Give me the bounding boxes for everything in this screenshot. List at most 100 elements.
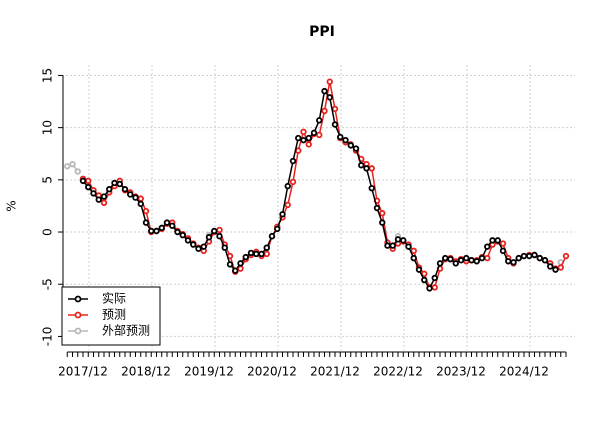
data-point — [85, 177, 92, 185]
data-point — [547, 263, 554, 270]
data-point — [405, 243, 412, 250]
data-point — [505, 258, 512, 265]
data-point — [284, 201, 291, 209]
data-point — [316, 117, 323, 124]
data-point — [389, 242, 396, 249]
data-point — [274, 225, 281, 233]
data-point — [536, 254, 543, 262]
data-point — [116, 180, 123, 188]
data-point — [232, 267, 239, 274]
x-tick-label: 2023/12 — [436, 365, 486, 379]
data-point — [358, 162, 365, 169]
data-point — [169, 222, 176, 229]
data-point — [100, 193, 108, 200]
data-point — [163, 219, 171, 226]
data-point — [100, 199, 108, 207]
data-point — [127, 191, 134, 198]
data-point — [400, 237, 407, 244]
y-axis-label: % — [5, 200, 19, 211]
data-point — [363, 165, 370, 172]
data-point — [247, 249, 255, 257]
data-point — [478, 254, 486, 262]
data-point — [216, 226, 223, 234]
data-point — [321, 87, 328, 95]
x-tick-label: 2018/12 — [121, 365, 171, 379]
data-point — [289, 157, 297, 165]
data-point — [520, 252, 528, 260]
data-point — [499, 240, 507, 247]
data-point — [421, 276, 428, 284]
data-point — [148, 227, 155, 235]
data-point — [137, 200, 144, 208]
data-point — [263, 244, 270, 251]
data-point — [184, 237, 192, 244]
data-point — [473, 258, 480, 265]
x-tick-label: 2024/12 — [499, 365, 549, 379]
data-point — [237, 260, 244, 267]
data-point — [268, 233, 276, 240]
data-point — [484, 254, 491, 262]
data-point — [295, 134, 302, 142]
data-point — [205, 234, 213, 241]
data-point — [190, 241, 197, 248]
data-point — [179, 231, 186, 239]
data-point — [552, 266, 559, 273]
data-point — [300, 136, 307, 144]
data-point — [426, 285, 433, 292]
y-tick-label: 15 — [41, 68, 55, 83]
data-point — [74, 168, 81, 175]
data-point — [284, 182, 291, 190]
data-point — [337, 133, 344, 141]
x-tick-label: 2022/12 — [373, 365, 423, 379]
data-point — [310, 129, 318, 137]
legend-label: 预测 — [102, 308, 126, 322]
data-point — [226, 261, 234, 268]
x-tick-label: 2017/12 — [58, 365, 108, 379]
data-point — [142, 219, 150, 226]
data-point — [153, 227, 160, 235]
data-point — [326, 94, 333, 101]
data-point — [211, 227, 218, 235]
data-point — [90, 190, 97, 197]
data-point — [421, 270, 428, 277]
data-point — [342, 136, 349, 144]
data-point — [457, 257, 465, 264]
data-point — [468, 257, 475, 264]
x-tick-label: 2019/12 — [184, 365, 234, 379]
data-point — [484, 243, 491, 250]
legend-label: 外部预测 — [102, 323, 150, 338]
data-point — [316, 131, 323, 139]
y-tick-label: 10 — [41, 120, 55, 135]
data-point — [415, 266, 423, 273]
legend-marker — [74, 295, 82, 303]
data-point — [158, 224, 165, 232]
y-tick-label: -10 — [41, 327, 55, 347]
data-point — [174, 228, 181, 236]
data-point — [494, 237, 501, 244]
data-point — [463, 254, 470, 262]
data-point — [137, 195, 144, 202]
data-point — [331, 121, 339, 128]
data-point — [64, 163, 71, 170]
data-point — [321, 107, 328, 115]
data-point — [557, 264, 564, 271]
data-point — [85, 183, 92, 191]
data-point — [384, 242, 391, 249]
data-point — [489, 237, 496, 244]
data-point — [526, 252, 533, 260]
data-point — [95, 196, 102, 203]
legend-label: 实际 — [102, 291, 126, 306]
data-point — [368, 165, 375, 172]
y-tick-label: 0 — [41, 228, 55, 236]
x-tick-label: 2021/12 — [310, 365, 360, 379]
data-point — [132, 194, 139, 201]
data-point — [436, 260, 444, 267]
legend-marker — [74, 311, 82, 319]
data-point — [295, 147, 302, 154]
data-point — [379, 219, 386, 226]
data-point — [305, 134, 312, 142]
data-point — [289, 178, 297, 186]
data-point — [305, 141, 312, 148]
